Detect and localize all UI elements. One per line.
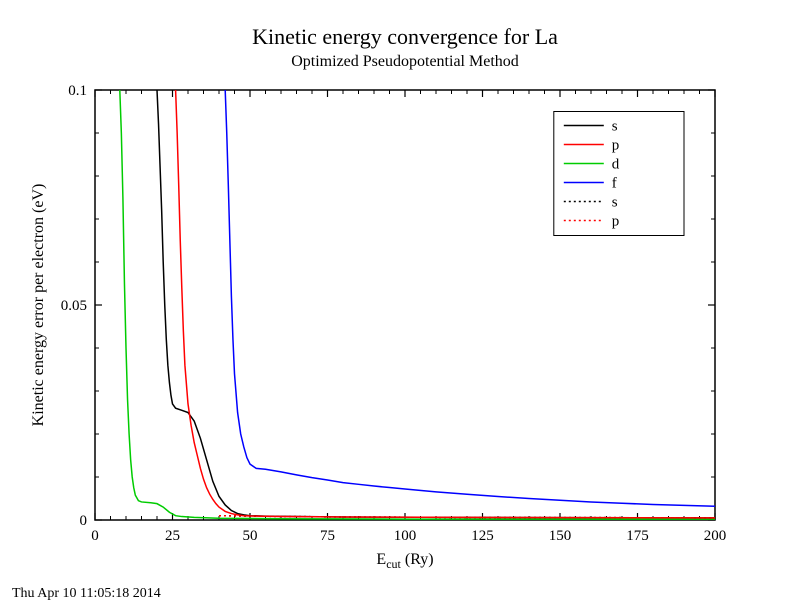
x-tick-label: 25	[165, 528, 180, 544]
x-tick-label: 175	[626, 528, 649, 544]
x-tick-label: 100	[394, 528, 417, 544]
y-tick-label: 0	[80, 513, 88, 529]
y-tick-label: 0.05	[61, 298, 87, 314]
legend-label: p	[612, 138, 620, 154]
y-tick-label: 0.1	[68, 83, 87, 99]
chart-container: Kinetic energy convergence for La Optimiz…	[0, 0, 792, 612]
chart-svg: Kinetic energy convergence for La Optimiz…	[0, 0, 792, 612]
chart-subtitle: Optimized Pseudopotential Method	[291, 53, 519, 70]
x-axis-label: Ecut (Ry)	[376, 551, 433, 571]
legend-label: p	[612, 214, 620, 230]
legend-label: f	[612, 176, 617, 192]
timestamp-label: Thu Apr 10 11:05:18 2014	[12, 586, 161, 602]
legend-label: s	[612, 195, 618, 211]
x-tick-label: 75	[320, 528, 335, 544]
chart-title: Kinetic energy convergence for La	[252, 24, 558, 49]
legend-label: d	[612, 157, 620, 173]
x-tick-label: 125	[471, 528, 494, 544]
x-tick-label: 200	[704, 528, 727, 544]
x-tick-label: 0	[91, 528, 99, 544]
y-axis-label: Kinetic energy error per electron (eV)	[30, 184, 47, 427]
legend-label: s	[612, 119, 618, 135]
x-tick-label: 150	[549, 528, 572, 544]
x-tick-label: 50	[243, 528, 258, 544]
